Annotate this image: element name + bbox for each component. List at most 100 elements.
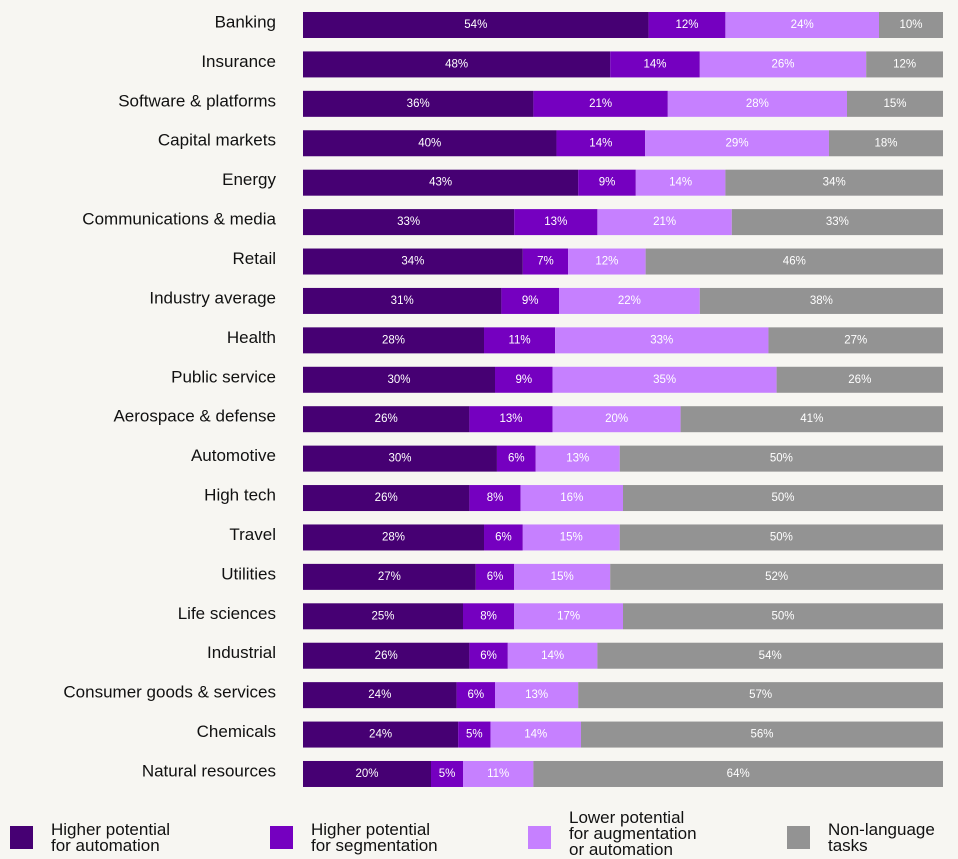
data-label-public-service-s0: 30%: [387, 374, 410, 386]
legend-swatch-non-language: [787, 826, 810, 849]
data-label-insurance-s2: 26%: [771, 58, 794, 70]
legend-swatch-segmentation: [270, 826, 293, 849]
data-label-automotive-s2: 13%: [566, 453, 589, 465]
category-label-public-service: Public service: [171, 367, 276, 386]
bar-segment-automotive-s3: [619, 445, 943, 472]
data-label-capital-markets-s1: 14%: [589, 137, 612, 149]
bar-segment-natural-resources-s3: [533, 760, 943, 787]
legend-item-automation: Higher potential for automation: [10, 808, 170, 854]
category-label-health: Health: [227, 328, 276, 347]
bar-segment-industry-average-s3: [699, 287, 943, 314]
bar-segment-banking-s1: [648, 12, 726, 38]
legend-swatch-automation: [10, 826, 33, 849]
bar-segment-capital-markets-s3: [828, 130, 943, 157]
data-label-high-tech-s0: 26%: [375, 492, 398, 504]
bar-segment-industrial-s0: [303, 642, 470, 669]
bar-segment-banking-s3: [879, 12, 943, 38]
bar-segment-consumer-goods-and-services-s1: [456, 682, 495, 709]
bar-segment-insurance-s3: [866, 51, 943, 78]
bar-segment-software-and-platforms-s1: [533, 90, 668, 117]
legend-label-automation: Higher potential for automation: [51, 820, 171, 855]
data-label-software-and-platforms-s1: 21%: [589, 98, 612, 110]
bar-segment-retail-s2: [568, 248, 646, 275]
bar-segment-chemicals-s3: [580, 721, 943, 748]
chart-legend: Higher potential for automation Higher p…: [0, 808, 958, 859]
bar-segment-energy-s3: [725, 169, 943, 196]
data-label-capital-markets-s2: 29%: [726, 137, 749, 149]
data-label-consumer-goods-and-services-s3: 57%: [749, 689, 772, 701]
category-label-capital-markets: Capital markets: [158, 131, 276, 150]
data-label-life-sciences-s2: 17%: [557, 610, 580, 622]
bar-segment-industrial-s1: [469, 642, 508, 669]
bar-segment-life-sciences-s0: [303, 603, 463, 630]
bar-segment-aerospace-and-defense-s0: [303, 406, 470, 433]
bar-segment-software-and-platforms-s0: [303, 90, 534, 117]
legend-swatch-lower-potential: [528, 826, 551, 849]
category-label-communications-and-media: Communications & media: [82, 210, 276, 229]
category-label-banking: Banking: [215, 12, 276, 31]
legend-label-lower-potential: Lower potential for augmentation or auto…: [569, 808, 697, 859]
category-label-industrial: Industrial: [207, 643, 276, 662]
bar-segment-industry-average-s2: [559, 287, 700, 314]
data-label-public-service-s1: 9%: [515, 374, 532, 386]
bar-segment-automotive-s2: [535, 445, 620, 472]
data-label-utilities-s3: 52%: [765, 571, 788, 583]
bar-segment-consumer-goods-and-services-s0: [303, 682, 457, 709]
data-label-banking-s1: 12%: [675, 19, 698, 31]
data-label-software-and-platforms-s3: 15%: [883, 98, 906, 110]
bar-segment-public-service-s1: [495, 366, 553, 393]
data-label-retail-s2: 12%: [595, 256, 618, 268]
bar-segment-life-sciences-s1: [463, 603, 515, 630]
bar-segment-automotive-s0: [303, 445, 497, 472]
category-label-software-and-platforms: Software & platforms: [118, 91, 276, 110]
bar-segment-public-service-s0: [303, 366, 495, 393]
category-label-retail: Retail: [233, 249, 276, 268]
bar-segment-travel-s2: [522, 524, 620, 551]
bar-segment-chemicals-s2: [490, 721, 581, 748]
bar-segment-high-tech-s2: [520, 485, 623, 512]
data-label-life-sciences-s0: 25%: [371, 610, 394, 622]
data-label-chemicals-s1: 5%: [466, 729, 483, 741]
bar-segment-banking-s0: [303, 12, 649, 38]
bar-segment-energy-s1: [578, 169, 636, 196]
category-label-automotive: Automotive: [191, 446, 276, 465]
bar-segment-natural-resources-s1: [431, 760, 463, 787]
data-label-travel-s0: 28%: [382, 531, 405, 543]
bar-segment-communications-and-media-s1: [514, 209, 598, 236]
data-label-health-s1: 11%: [508, 334, 530, 346]
bar-segment-automotive-s1: [496, 445, 536, 472]
data-label-insurance-s1: 14%: [643, 58, 666, 70]
bar-segment-public-service-s3: [776, 366, 943, 393]
bar-segment-energy-s0: [303, 169, 579, 196]
bar-segment-capital-markets-s2: [645, 130, 829, 157]
data-label-chemicals-s2: 14%: [524, 729, 547, 741]
data-label-travel-s1: 6%: [495, 531, 512, 543]
data-label-health-s3: 27%: [844, 334, 867, 346]
category-label-travel: Travel: [229, 525, 276, 544]
data-label-software-and-platforms-s0: 36%: [407, 98, 430, 110]
data-label-health-s0: 28%: [382, 334, 405, 346]
data-label-energy-s1: 9%: [599, 177, 616, 189]
data-label-public-service-s2: 35%: [653, 374, 676, 386]
bar-segment-travel-s0: [303, 524, 485, 551]
data-label-natural-resources-s3: 64%: [727, 768, 750, 780]
bar-segment-public-service-s2: [552, 366, 777, 393]
data-label-health-s2: 33%: [650, 334, 673, 346]
bar-segment-retail-s0: [303, 248, 523, 275]
data-label-communications-and-media-s1: 13%: [544, 216, 567, 228]
bar-segment-chemicals-s1: [458, 721, 491, 748]
data-label-chemicals-s0: 24%: [369, 729, 392, 741]
bar-segment-communications-and-media-s2: [597, 209, 732, 236]
data-label-aerospace-and-defense-s3: 41%: [800, 413, 823, 425]
bar-segment-communications-and-media-s3: [731, 209, 943, 236]
data-label-natural-resources-s2: 11%: [487, 768, 509, 780]
bar-segment-energy-s2: [635, 169, 726, 196]
data-label-capital-markets-s0: 40%: [418, 137, 441, 149]
bar-segment-capital-markets-s1: [556, 130, 646, 157]
bar-segment-natural-resources-s2: [463, 760, 534, 787]
data-label-aerospace-and-defense-s1: 13%: [499, 413, 522, 425]
bar-segment-utilities-s1: [475, 563, 515, 590]
data-label-insurance-s3: 12%: [893, 58, 916, 70]
data-label-chemicals-s3: 56%: [750, 729, 773, 741]
data-label-life-sciences-s3: 50%: [771, 610, 794, 622]
